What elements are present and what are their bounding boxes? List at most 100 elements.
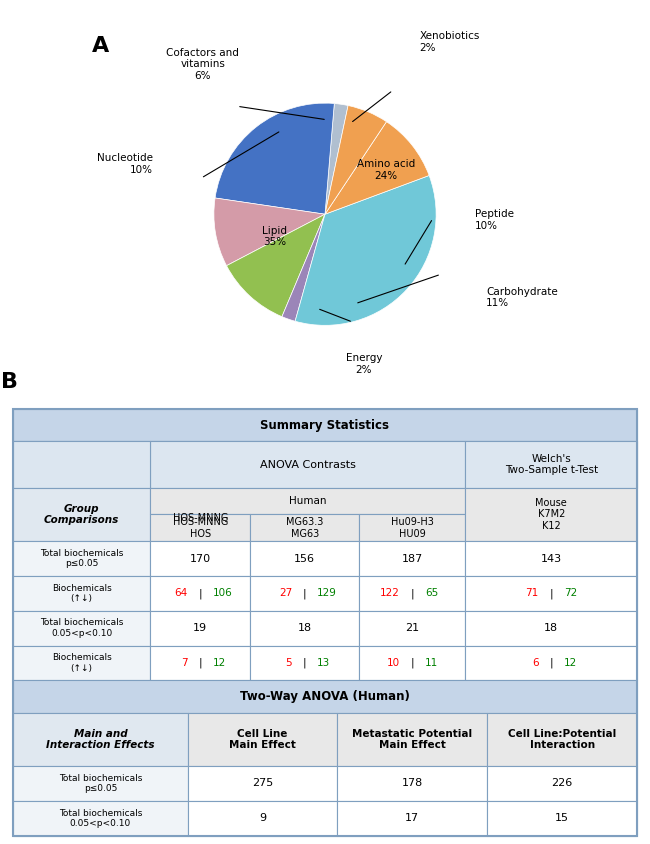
Text: 12: 12 [213,657,226,668]
Bar [250,611,359,646]
Bar [337,801,488,836]
Bar [13,766,188,801]
Text: |: | [198,657,202,668]
Bar [150,541,250,576]
Text: HOS-MNNG
HOS: HOS-MNNG HOS [172,517,228,538]
Text: 275: 275 [252,778,273,788]
Bar [465,541,637,576]
Bar [359,611,465,646]
Bar [250,515,359,541]
Text: 6: 6 [532,657,539,668]
Bar [337,766,488,801]
Text: 226: 226 [551,778,573,788]
Bar [465,441,637,488]
Text: 15: 15 [555,814,569,823]
Bar [359,646,465,680]
Text: |: | [411,657,414,668]
Text: Carbohydrate
11%: Carbohydrate 11% [486,287,558,308]
Text: Total biochemicals
0.05<p<0.10: Total biochemicals 0.05<p<0.10 [58,809,142,828]
Text: |: | [549,588,553,598]
Text: MG63.3
MG63: MG63.3 MG63 [286,517,324,538]
Text: |: | [303,657,307,668]
Text: 129: 129 [317,588,337,598]
Text: Peptide
10%: Peptide 10% [475,209,514,230]
Text: Xenobiotics
2%: Xenobiotics 2% [419,31,480,53]
Bar [488,801,637,836]
Bar [188,712,337,766]
Bar [337,712,488,766]
Bar [13,576,150,611]
Text: 187: 187 [402,554,423,564]
Text: 65: 65 [425,588,438,598]
Bar [150,576,250,611]
Text: |: | [303,588,307,598]
Text: 18: 18 [298,623,312,633]
Text: 178: 178 [402,778,423,788]
Text: Amino acid
24%: Amino acid 24% [357,159,415,181]
Bar [13,441,637,488]
Bar [150,488,465,515]
Wedge shape [325,122,429,214]
Text: 13: 13 [317,657,330,668]
Text: Total biochemicals
p≤0.05: Total biochemicals p≤0.05 [40,549,124,568]
Text: Mouse
K7M2
K12: Mouse K7M2 K12 [536,498,567,531]
Bar [250,541,359,576]
Bar [465,576,637,611]
Text: Biochemicals
(↑↓): Biochemicals (↑↓) [52,653,112,673]
Text: 9: 9 [259,814,266,823]
Text: ANOVA Contrasts: ANOVA Contrasts [260,460,356,469]
Bar [488,712,637,766]
Text: 21: 21 [406,623,419,633]
Bar [465,646,637,680]
Wedge shape [295,176,436,325]
Bar [250,576,359,611]
Wedge shape [227,214,325,316]
Bar [150,441,465,488]
Text: 106: 106 [213,588,233,598]
Text: Main and
Interaction Effects: Main and Interaction Effects [46,728,155,750]
Wedge shape [282,214,325,322]
Text: 156: 156 [294,554,315,564]
Text: Total biochemicals
p≤0.05: Total biochemicals p≤0.05 [58,774,142,793]
Text: Welch's
Two-Sample t-Test: Welch's Two-Sample t-Test [504,454,598,475]
Bar [13,488,150,541]
Bar [188,801,337,836]
Text: 11: 11 [425,657,438,668]
Bar [188,766,337,801]
Text: |: | [411,588,414,598]
Bar [13,680,637,712]
Text: Human: Human [289,496,326,506]
Text: Metastatic Potential
Main Effect: Metastatic Potential Main Effect [352,728,473,750]
Wedge shape [215,103,334,214]
Text: |: | [549,657,553,668]
Bar [13,646,150,680]
Text: 72: 72 [564,588,577,598]
Bar [13,409,637,441]
Text: 17: 17 [406,814,419,823]
Bar [13,541,150,576]
Text: 10: 10 [387,657,400,668]
Bar [359,576,465,611]
Text: 170: 170 [190,554,211,564]
Bar [13,611,150,646]
Bar [465,488,637,541]
Text: Nucleotide
10%: Nucleotide 10% [97,154,153,175]
Text: Cofactors and
vitamins
6%: Cofactors and vitamins 6% [166,47,239,81]
Text: Hu09-H3
HU09: Hu09-H3 HU09 [391,517,434,538]
Bar [13,441,150,488]
Text: 122: 122 [380,588,400,598]
Text: 71: 71 [525,588,539,598]
Text: HOS-MNNG: HOS-MNNG [172,513,228,523]
Text: 18: 18 [544,623,558,633]
Text: |: | [198,588,202,598]
Text: A: A [92,36,109,57]
Text: 12: 12 [564,657,577,668]
Text: 143: 143 [541,554,562,564]
Bar [488,766,637,801]
Bar [150,646,250,680]
Bar [250,646,359,680]
Text: 27: 27 [279,588,293,598]
Text: Group
Comparisons: Group Comparisons [44,504,119,525]
Bar [359,515,465,541]
Wedge shape [325,104,348,214]
